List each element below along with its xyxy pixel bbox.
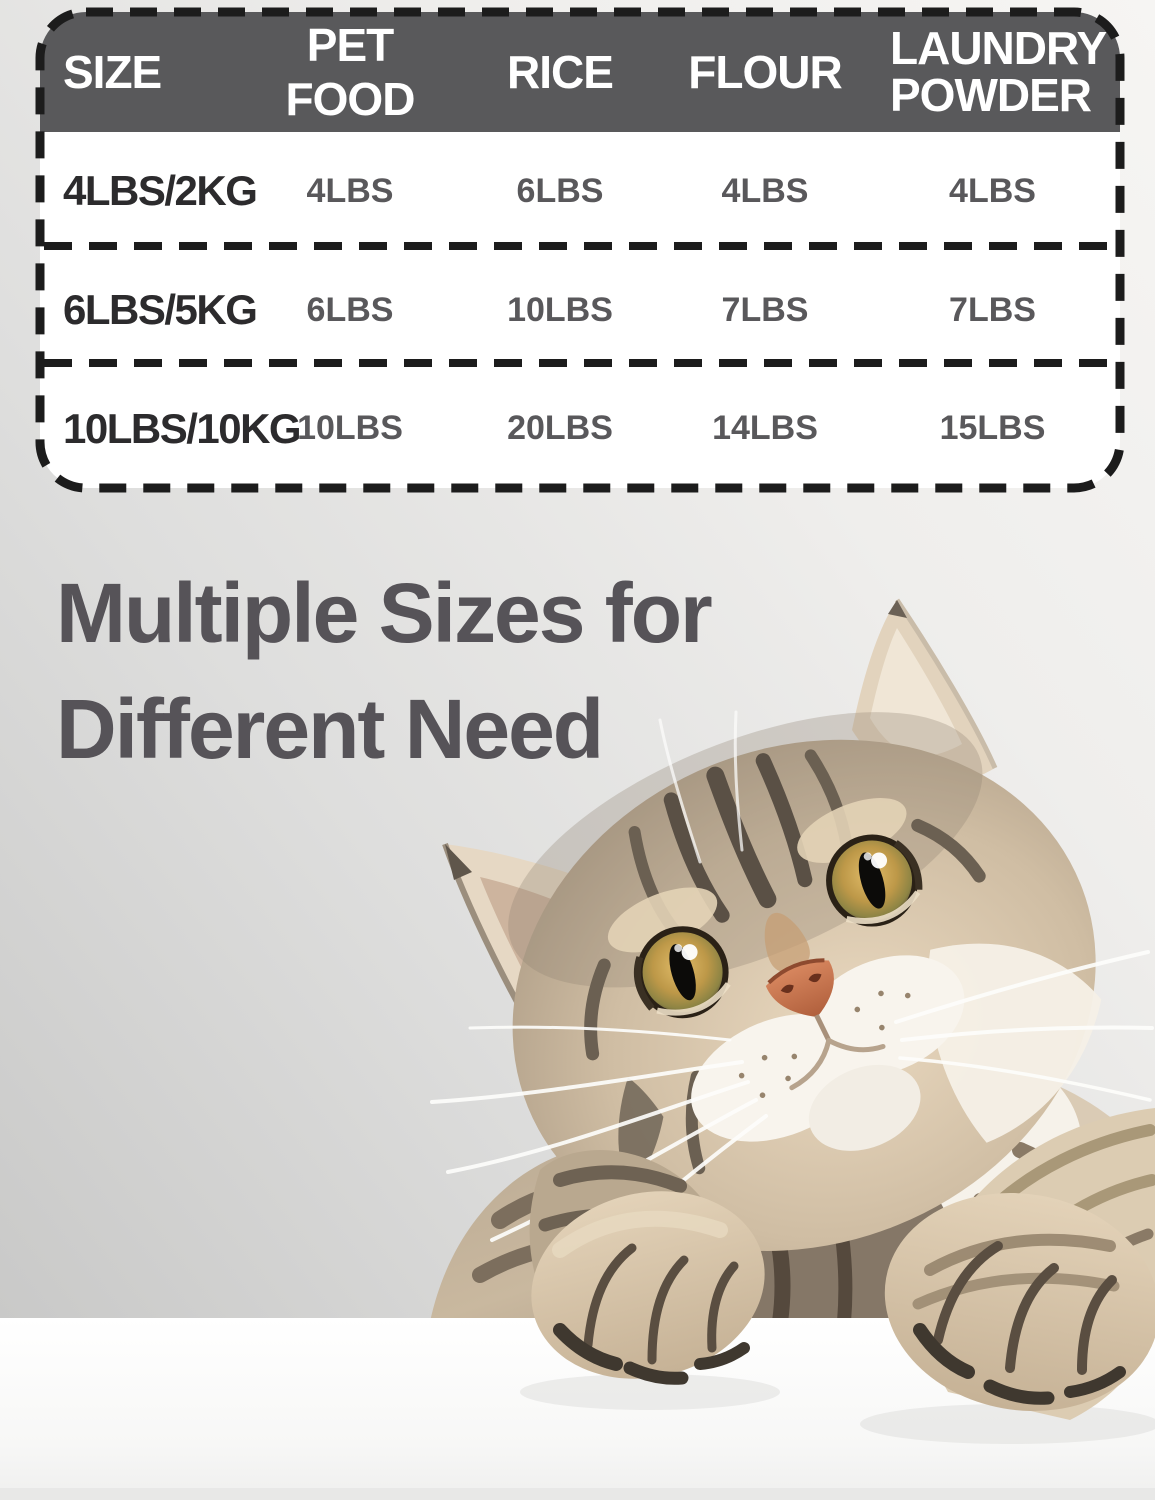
cat-right-paw	[884, 1108, 1155, 1420]
headline-line1: Multiple Sizes for	[56, 566, 713, 660]
headline-line2: Different Need	[56, 681, 604, 776]
cat-right-eye	[826, 834, 923, 927]
headline: Multiple Sizes for Different Need	[56, 556, 876, 788]
cat-right-ear	[852, 598, 998, 786]
cat-left-eye	[633, 926, 731, 1019]
cat-left-paw	[529, 1150, 765, 1385]
cat-head	[508, 712, 1102, 1251]
